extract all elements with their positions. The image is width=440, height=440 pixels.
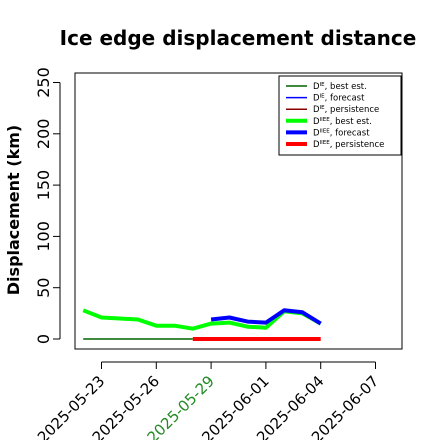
legend-label-sup: IE <box>320 82 326 88</box>
legend-label-4: DIIEE, forecast <box>313 128 370 138</box>
legend-label-main: D <box>313 128 320 138</box>
series-line-4 <box>210 308 322 326</box>
y-tick-label: 0 <box>34 334 53 344</box>
legend-label-sup: IE <box>320 94 326 100</box>
series-layer <box>82 308 322 341</box>
series-line-3 <box>82 308 322 331</box>
legend-box <box>278 75 402 156</box>
y-tick-label: 250 <box>34 67 53 98</box>
y-axis-label: Displacement (km) <box>4 125 23 295</box>
legend-label-rest: , forecast <box>325 94 365 104</box>
legend-label-sup: IIEE <box>320 117 331 123</box>
legend-label-rest: , persistence <box>325 105 380 115</box>
legend-label-main: D <box>313 94 320 104</box>
legend-label-rest: , forecast <box>330 128 370 138</box>
y-tick-label: 200 <box>34 119 53 150</box>
legend-label-sup: IE <box>320 105 326 111</box>
legend-label-main: D <box>313 117 320 127</box>
legend-label-1: DIE, forecast <box>313 94 365 104</box>
legend-label-rest: , best est. <box>325 82 367 92</box>
legend-label-sup: IIEE <box>320 128 331 134</box>
y-tick-label: 100 <box>34 221 53 252</box>
legend-label-2: DIE, persistence <box>313 105 379 115</box>
legend-label-0: DIE, best est. <box>313 82 367 92</box>
legend-label-main: D <box>313 82 320 92</box>
y-tick-label: 150 <box>34 170 53 201</box>
legend-label-3: DIIEE, best est. <box>313 117 372 127</box>
y-tick-label: 50 <box>34 278 53 298</box>
plot-frame <box>74 72 403 350</box>
legend-label-rest: , best est. <box>330 117 372 127</box>
x-axis: 2025-05-232025-05-262025-05-292025-06-01… <box>34 361 382 440</box>
chart-title: Ice edge displacement distance <box>60 26 417 50</box>
y-axis: 0 50 100 150 200 250 <box>34 67 61 344</box>
legend-label-main: D <box>313 105 320 115</box>
legend-label-main: D <box>313 140 320 150</box>
legend-label-rest: , persistence <box>330 140 385 150</box>
legend-label-5: DIIEE, persistence <box>313 140 384 150</box>
legend-label-sup: IIEE <box>320 140 331 146</box>
